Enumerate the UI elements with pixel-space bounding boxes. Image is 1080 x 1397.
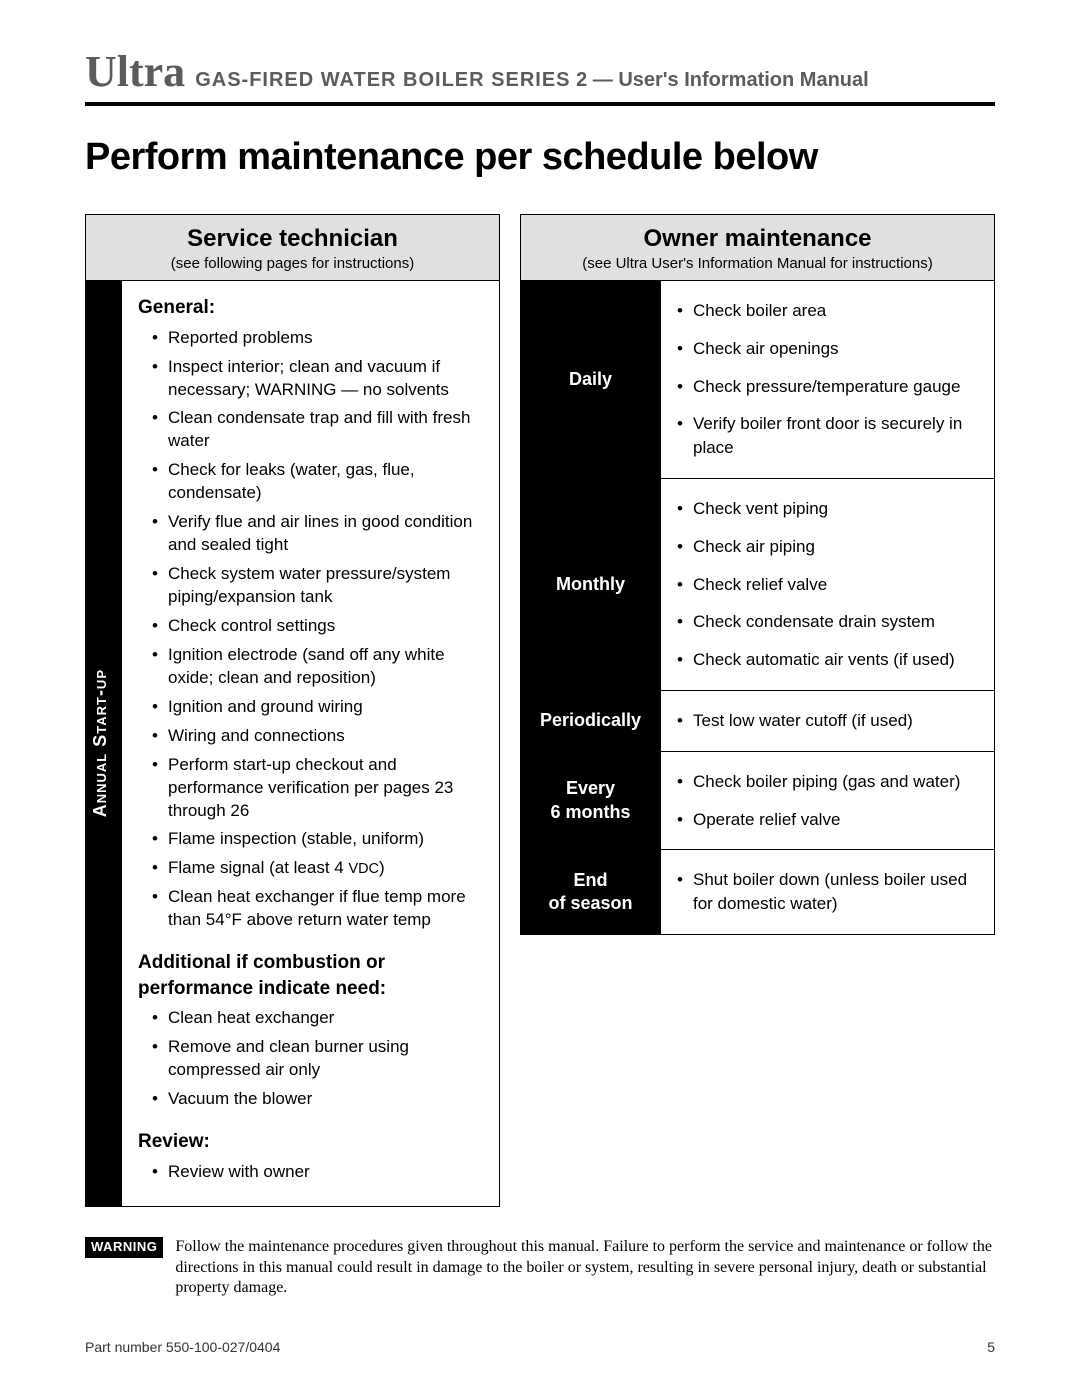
list-item: Clean heat exchanger	[152, 1007, 483, 1030]
right-subtitle: (see Ultra User's Information Manual for…	[529, 255, 986, 272]
frequency-label: Daily	[521, 368, 660, 391]
list-item: Check relief valve	[677, 573, 978, 597]
owner-items-list: Check boiler piping (gas and water) Opera…	[677, 770, 978, 832]
section-list: Clean heat exchanger Remove and clean bur…	[138, 1007, 483, 1111]
warning-block: WARNING Follow the maintenance procedure…	[85, 1237, 995, 1299]
list-item: Verify flue and air lines in good condit…	[152, 511, 483, 557]
list-item: Operate relief valve	[677, 808, 978, 832]
left-content: General: Reported problems Inspect interio…	[122, 281, 500, 1207]
page: Ultra GAS-FIRED WATER BOILER SERIES 2 — …	[0, 0, 1080, 1385]
list-item: Check system water pressure/system pipin…	[152, 563, 483, 609]
brand-logo: Ultra	[85, 50, 185, 94]
right-table-head: Owner maintenance (see Ultra User's Info…	[521, 215, 995, 281]
frequency-cell: Endof season	[521, 850, 661, 935]
frequency-label: Periodically	[521, 709, 660, 732]
list-item: Wiring and connections	[152, 725, 483, 748]
page-number: 5	[987, 1339, 995, 1355]
page-title: Perform maintenance per schedule below	[85, 136, 995, 179]
frequency-label: Endof season	[521, 869, 660, 916]
section-heading: Additional if combustion or performance …	[138, 950, 483, 1001]
list-item: Check pressure/temperature gauge	[677, 375, 978, 399]
tables-row: Service technician (see following pages …	[85, 214, 995, 1207]
list-item: Clean condensate trap and fill with fres…	[152, 407, 483, 453]
list-item: Clean heat exchanger if flue temp more t…	[152, 886, 483, 932]
list-item: Vacuum the blower	[152, 1088, 483, 1111]
owner-items-cell: Check boiler piping (gas and water) Opera…	[661, 751, 995, 850]
list-item: Ignition and ground wiring	[152, 696, 483, 719]
warning-badge: WARNING	[85, 1237, 163, 1258]
owner-items-cell: Shut boiler down (unless boiler used for…	[661, 850, 995, 935]
service-technician-table: Service technician (see following pages …	[85, 214, 500, 1207]
list-item: Shut boiler down (unless boiler used for…	[677, 868, 978, 916]
frequency-cell: Periodically	[521, 690, 661, 751]
list-item: Test low water cutoff (if used)	[677, 709, 978, 733]
left-subtitle: (see following pages for instructions)	[94, 255, 491, 272]
owner-row: Monthly Check vent piping Check air piping…	[521, 478, 995, 690]
document-header: Ultra GAS-FIRED WATER BOILER SERIES 2 — …	[85, 50, 995, 94]
list-item: Check automatic air vents (if used)	[677, 648, 978, 672]
list-item: Ignition electrode (sand off any white o…	[152, 644, 483, 690]
frequency-cell: Daily	[521, 281, 661, 479]
warning-text: Follow the maintenance procedures given …	[175, 1237, 995, 1299]
frequency-label: Monthly	[521, 573, 660, 596]
owner-items-list: Test low water cutoff (if used)	[677, 709, 978, 733]
list-item: Check air openings	[677, 337, 978, 361]
list-item: Reported problems	[152, 327, 483, 350]
part-number: Part number 550-100-027/0404	[85, 1339, 280, 1355]
list-item: Flame signal (at least 4 VDC)	[152, 857, 483, 880]
owner-row: Endof season Shut boiler down (unless boi…	[521, 850, 995, 935]
page-footer: Part number 550-100-027/0404 5	[85, 1339, 995, 1355]
owner-row: Periodically Test low water cutoff (if us…	[521, 690, 995, 751]
owner-items-list: Shut boiler down (unless boiler used for…	[677, 868, 978, 916]
owner-items-cell: Test low water cutoff (if used)	[661, 690, 995, 751]
frequency-cell: Monthly	[521, 478, 661, 690]
list-item: Check condensate drain system	[677, 610, 978, 634]
list-item: Check boiler piping (gas and water)	[677, 770, 978, 794]
left-title: Service technician	[94, 225, 491, 253]
annual-startup-label-cell: Annual Start-up	[86, 281, 122, 1207]
list-item: Check vent piping	[677, 497, 978, 521]
header-rule	[85, 102, 995, 106]
owner-items-cell: Check boiler area Check air openings Check…	[661, 281, 995, 479]
right-title: Owner maintenance	[529, 225, 986, 253]
list-item: Perform start-up checkout and performanc…	[152, 754, 483, 823]
annual-startup-label: Annual Start-up	[86, 659, 115, 827]
owner-maintenance-table: Owner maintenance (see Ultra User's Info…	[520, 214, 995, 935]
owner-row: Every6 months Check boiler piping (gas an…	[521, 751, 995, 850]
list-item: Remove and clean burner using compressed…	[152, 1036, 483, 1082]
section-list: Reported problems Inspect interior; clean…	[138, 327, 483, 933]
list-item: Check control settings	[152, 615, 483, 638]
list-item: Verify boiler front door is securely in …	[677, 412, 978, 460]
owner-items-list: Check boiler area Check air openings Check…	[677, 299, 978, 460]
owner-items-cell: Check vent piping Check air piping Check r…	[661, 478, 995, 690]
left-table-head: Service technician (see following pages …	[86, 215, 500, 281]
section-heading: Review:	[138, 1129, 483, 1155]
list-item: Inspect interior; clean and vacuum if ne…	[152, 356, 483, 402]
section-list: Review with owner	[138, 1161, 483, 1184]
section-heading: General:	[138, 295, 483, 321]
list-item: Review with owner	[152, 1161, 483, 1184]
list-item: Check boiler area	[677, 299, 978, 323]
frequency-cell: Every6 months	[521, 751, 661, 850]
header-text: GAS-FIRED WATER BOILER SERIES 2 — User's…	[195, 69, 869, 92]
list-item: Check for leaks (water, gas, flue, conde…	[152, 459, 483, 505]
owner-items-list: Check vent piping Check air piping Check r…	[677, 497, 978, 672]
list-item: Check air piping	[677, 535, 978, 559]
list-item: Flame inspection (stable, uniform)	[152, 828, 483, 851]
frequency-label: Every6 months	[521, 777, 660, 824]
owner-row: Daily Check boiler area Check air openings…	[521, 281, 995, 479]
